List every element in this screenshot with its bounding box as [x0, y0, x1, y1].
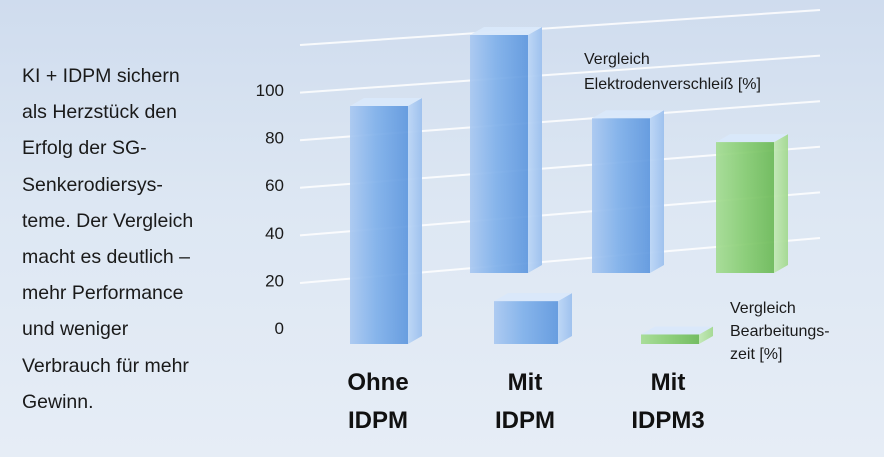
y-tick-label: 40 — [265, 224, 284, 243]
category-label: Mit — [508, 369, 543, 396]
bar-side — [774, 134, 788, 273]
bar-machining-time — [494, 293, 572, 344]
bar-side — [408, 98, 422, 344]
intro-paragraph: KI + IDPM sichern als Herzstück den Erfolg… — [22, 58, 237, 420]
category-labels: Ohne IDPM Mit IDPM Mit IDPM3 — [347, 369, 704, 434]
legend-machining-time: Bearbeitungs- — [730, 323, 830, 340]
intro-line: Senkerodiersys- — [22, 173, 163, 196]
legend-electrode-wear: Vergleich — [584, 51, 650, 68]
intro-line: Verbrauch für mehr — [22, 354, 189, 377]
intro-line: und weniger — [22, 318, 129, 341]
y-tick-label: 0 — [275, 319, 284, 338]
y-tick-label: 20 — [265, 271, 284, 290]
bar-top — [470, 27, 542, 35]
legend-machining-time: zeit [%] — [730, 346, 782, 363]
intro-line: Erfolg der SG- — [22, 137, 147, 160]
y-tick-label: 60 — [265, 176, 284, 195]
bar-top — [494, 293, 572, 302]
intro-line: Gewinn. — [22, 390, 94, 413]
bar-machining-time — [641, 326, 713, 344]
legend-electrode-wear: Elektrodenverschleiß [%] — [584, 76, 761, 93]
bar-electrode-wear — [470, 27, 542, 273]
bar-front — [470, 35, 528, 273]
bar-front — [592, 118, 650, 273]
category-label: IDPM3 — [631, 407, 704, 434]
bar-machining-time — [350, 98, 422, 344]
bar-electrode-wear — [592, 110, 664, 273]
category-label: IDPM — [348, 407, 408, 434]
bar-front — [494, 301, 558, 344]
y-axis: 0 20 40 60 80 100 — [256, 81, 284, 338]
bar-side — [558, 293, 572, 344]
bar-top — [592, 110, 664, 119]
bar-side — [650, 110, 664, 273]
grid-line — [299, 54, 821, 94]
category-label: Ohne — [347, 369, 408, 396]
y-tick-label: 100 — [256, 81, 284, 100]
bars — [350, 27, 788, 344]
legend-machining-time: Vergleich — [730, 300, 796, 317]
intro-line: mehr Performance — [22, 282, 184, 305]
legend: Vergleich Elektrodenverschleiß [%] Verglei… — [584, 51, 830, 363]
bar-side — [699, 326, 713, 344]
bar-top — [641, 326, 713, 335]
grid-line — [299, 9, 821, 46]
bar-green — [716, 134, 788, 273]
bar-front — [716, 142, 774, 273]
bar-top — [350, 98, 422, 106]
intro-line: macht es deutlich – — [22, 246, 191, 269]
y-tick-label: 80 — [265, 129, 284, 148]
bar-top — [716, 134, 788, 143]
intro-line: teme. Der Vergleich — [22, 209, 194, 232]
intro-line: als Herzstück den — [22, 101, 177, 124]
bar-front — [350, 106, 408, 344]
category-label: IDPM — [495, 407, 555, 434]
bar-front — [641, 334, 699, 344]
category-label: Mit — [651, 369, 686, 396]
intro-line: KI + IDPM sichern — [22, 65, 180, 87]
bar-side — [528, 27, 542, 273]
